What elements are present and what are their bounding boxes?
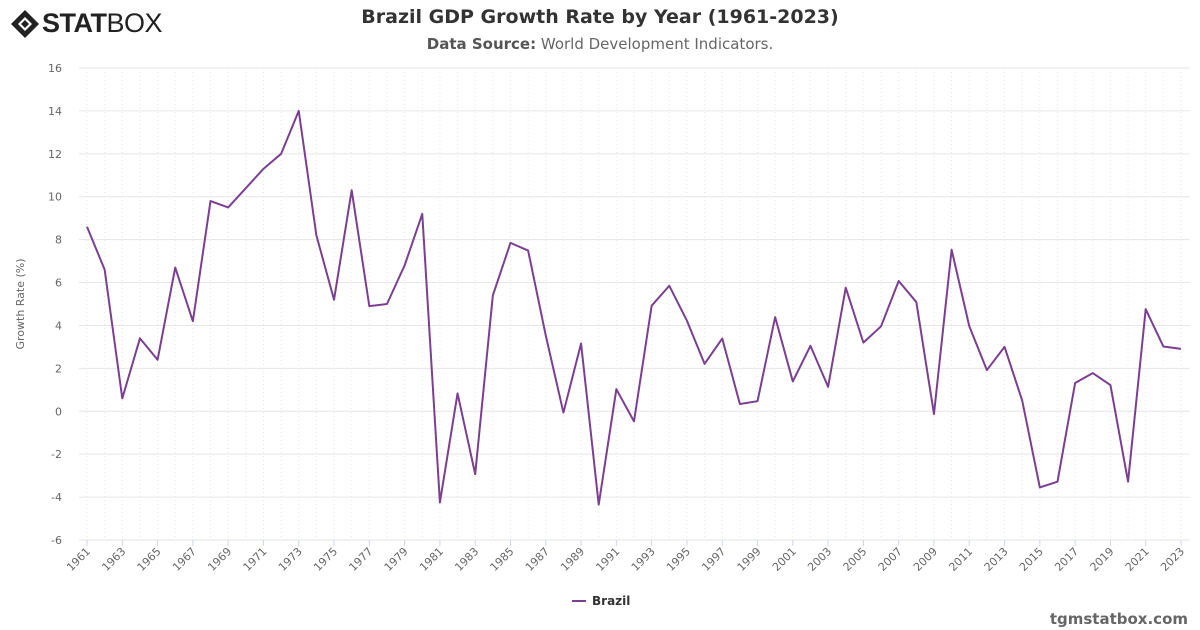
x-tick-label: 1981 <box>417 545 446 574</box>
y-tick-label: 8 <box>55 234 62 247</box>
x-tick-label: 1969 <box>205 545 234 574</box>
y-tick-label: 6 <box>55 277 62 290</box>
chart-title: Brazil GDP Growth Rate by Year (1961-202… <box>361 6 839 28</box>
x-tick-label: 1973 <box>276 545 305 574</box>
series-line-brazil <box>86 109 1182 506</box>
x-tick-label: 1979 <box>382 545 411 574</box>
x-tick-label: 1967 <box>170 545 199 574</box>
statbox-logo: STATBOX <box>10 8 163 39</box>
x-tick-label: 2009 <box>911 545 940 574</box>
y-tick-label: -2 <box>51 448 62 461</box>
legend-swatch <box>572 600 586 602</box>
x-tick-label: 2013 <box>982 545 1011 574</box>
y-tick-label: 2 <box>55 362 62 375</box>
x-tick-label: 1971 <box>241 545 270 574</box>
x-tick-label: 2021 <box>1123 545 1152 574</box>
chart-subtitle: Data Source: World Development Indicator… <box>426 35 774 53</box>
y-tick-label: 12 <box>48 148 62 161</box>
y-tick-label: 14 <box>48 105 62 118</box>
x-tick-label: 1999 <box>735 545 764 574</box>
x-tick-label: 2015 <box>1017 545 1046 574</box>
x-tick-label: 2017 <box>1052 545 1081 574</box>
x-tick-label: 2005 <box>841 545 870 574</box>
x-tick-label: 1987 <box>523 545 552 574</box>
x-tick-label: 1989 <box>558 545 587 574</box>
x-tick-label: 2023 <box>1158 545 1187 574</box>
y-tick-label: -4 <box>51 491 62 504</box>
y-tick-label: 16 <box>48 62 62 75</box>
y-tick-label: -6 <box>51 534 62 547</box>
x-tick-label: 2019 <box>1088 545 1117 574</box>
x-tick-label: 2007 <box>876 545 905 574</box>
x-tick-label: 2011 <box>946 545 975 574</box>
logo-text: STATBOX <box>42 8 163 38</box>
legend-item-brazil[interactable]: Brazil <box>572 594 630 608</box>
legend-label: Brazil <box>592 594 631 608</box>
x-tick-label: 1985 <box>488 545 517 574</box>
x-tick-label: 2001 <box>770 545 799 574</box>
x-tick-label: 1961 <box>64 545 93 574</box>
y-tick-label: 4 <box>55 319 62 332</box>
x-tick-label: 1995 <box>664 545 693 574</box>
diamond-logo-icon <box>11 9 39 38</box>
x-tick-label: 1965 <box>135 545 164 574</box>
x-tick-label: 1963 <box>99 545 128 574</box>
x-tick-label: 1983 <box>452 545 481 574</box>
x-tick-label: 1997 <box>699 545 728 574</box>
x-tick-label: 1977 <box>346 545 375 574</box>
x-tick-label: 1975 <box>311 545 340 574</box>
x-tick-label: 1991 <box>593 545 622 574</box>
y-tick-label: 0 <box>55 405 62 418</box>
y-axis-label: Growth Rate (%) <box>14 258 27 349</box>
footer-site: tgmstatbox.com <box>1049 610 1188 628</box>
y-tick-label: 10 <box>48 191 62 204</box>
x-tick-label: 2003 <box>805 545 834 574</box>
x-tick-label: 1993 <box>629 545 658 574</box>
